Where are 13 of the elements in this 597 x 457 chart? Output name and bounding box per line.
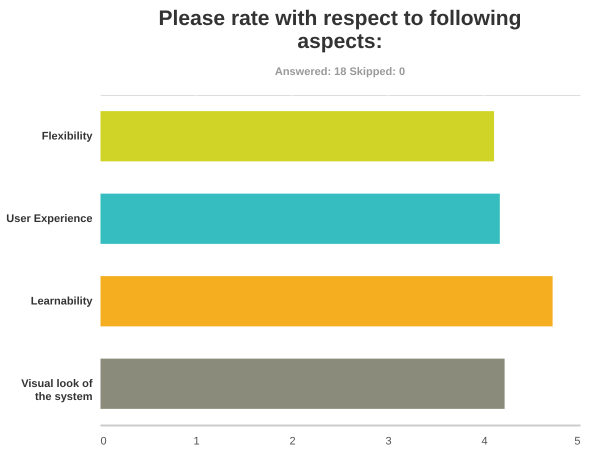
text: Please rate with respect to following (158, 7, 522, 30)
x-tick-label: 4 (481, 436, 488, 448)
y-tick-label: Visual look of the system (21, 378, 93, 403)
x-tick-label: 5 (574, 436, 580, 448)
text: aspects: (297, 30, 383, 53)
x-tick-label: 3 (385, 436, 392, 448)
x-tick-label: 0 (100, 436, 107, 448)
y-tick-label: User Experience (6, 212, 92, 225)
y-tick-label: Learnability (30, 295, 94, 308)
y-tick-label: Flexibility (42, 130, 94, 142)
x-tick-label: 2 (289, 436, 296, 448)
chart-subtitle: Answered: 18 Skipped: 0 (274, 66, 406, 78)
x-tick-label: 1 (193, 436, 200, 448)
